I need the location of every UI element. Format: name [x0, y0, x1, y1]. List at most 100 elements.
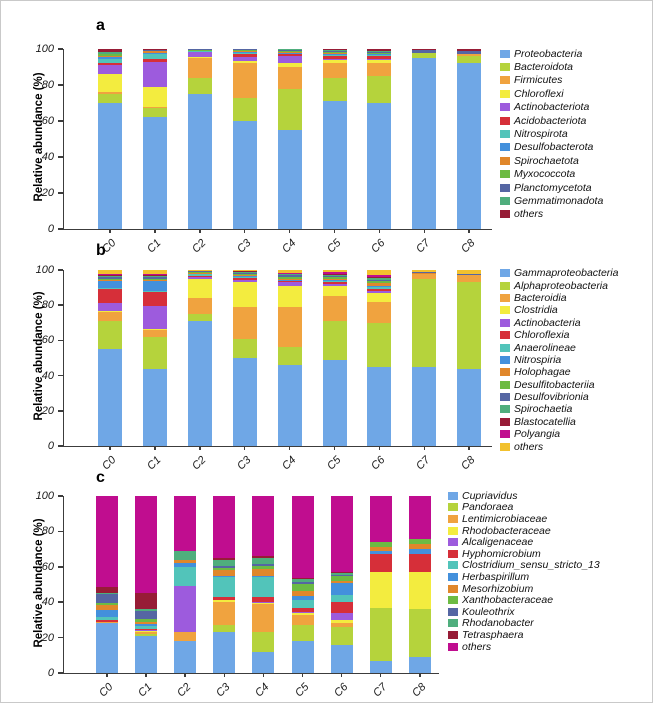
bar-c8 [409, 496, 431, 673]
legend-item-Nitrospirota: Nitrospirota [500, 127, 603, 140]
segment-Actinobacteriota [98, 65, 122, 74]
segment-others [331, 496, 353, 572]
x-tick-mark [145, 673, 147, 677]
segment-Pandoraea [252, 632, 274, 651]
segment-Clostridia [188, 279, 212, 298]
y-tick-mark [58, 120, 63, 122]
y-tick-label: 40 [42, 370, 54, 382]
segment-Gammaproteobacteria [412, 367, 436, 446]
legend-item-Actinobacteriota: Actinobacteriota [500, 101, 603, 114]
legend-label: Bacteroidia [514, 292, 567, 304]
legend-swatch-icon [500, 294, 510, 302]
legend-swatch-icon [448, 619, 458, 627]
segment-Proteobacteria [412, 58, 436, 229]
legend-swatch-icon [500, 130, 510, 138]
legend-item-Myxococcota: Myxococcota [500, 168, 603, 181]
panel-b-y-axis-title: Relative abundance (%) [33, 266, 45, 446]
x-tick-mark [154, 229, 156, 233]
x-tick-mark [244, 446, 246, 450]
legend-swatch-icon [500, 76, 510, 84]
y-tick-label: 20 [42, 405, 54, 417]
y-tick-mark [58, 637, 63, 639]
segment-Cupriavidus [252, 652, 274, 673]
x-tick-mark [289, 229, 291, 233]
legend-item-Planctomycetota: Planctomycetota [500, 181, 603, 194]
legend-swatch-icon [500, 117, 510, 125]
legend-item-Firmicutes: Firmicutes [500, 74, 603, 87]
segment-Proteobacteria [278, 130, 302, 229]
y-tick-mark [58, 48, 63, 50]
bar-c0 [98, 270, 122, 446]
y-tick-mark [58, 340, 63, 342]
legend-swatch-icon [500, 405, 510, 413]
legend-label: Clostridia [514, 304, 558, 316]
legend-item-Mesorhizobium: Mesorhizobium [448, 583, 600, 595]
legend-label: Spirochaetia [514, 403, 572, 415]
x-tick-label-c8: C8 [445, 237, 478, 270]
segment-Rhodanobacter [174, 551, 196, 560]
segment-Firmicutes [233, 63, 257, 97]
panel-a-label: a [96, 17, 105, 35]
segment-Chloroflexi [98, 74, 122, 92]
bar-c2 [188, 270, 212, 446]
segment-others [292, 496, 314, 577]
segment-Bacteroidota [188, 78, 212, 94]
y-tick-mark [58, 566, 63, 568]
legend-label: Mesorhizobium [462, 583, 533, 595]
segment-Clostridium_sensu_stricto_13 [252, 577, 274, 596]
segment-Rhodobacteraceae [370, 572, 392, 607]
segment-Xanthobacteraceae [292, 584, 314, 591]
legend-item-Rhodobacteraceae: Rhodobacteraceae [448, 525, 600, 537]
x-tick-label-c5: C5 [310, 454, 343, 487]
segment-Bacteroidota [143, 108, 167, 117]
segment-others [135, 496, 157, 593]
x-tick-label-c2: C2 [176, 454, 209, 487]
legend-label: Nitrospiria [514, 354, 561, 366]
legend-swatch-icon [500, 381, 510, 389]
segment-Lentimicrobiaceae [292, 615, 314, 626]
segment-Bacteroidia [188, 298, 212, 314]
segment-Herbaspirillum [96, 610, 118, 617]
legend-label: Holophagae [514, 366, 571, 378]
legend-swatch-icon [500, 90, 510, 98]
segment-Bacteroidota [233, 98, 257, 121]
y-tick-label: 100 [36, 43, 54, 55]
y-tick-mark [58, 156, 63, 158]
segment-Pandoraea [213, 625, 235, 632]
legend-label: Herbaspirillum [462, 571, 529, 583]
y-tick-mark [58, 445, 63, 447]
y-tick-label: 20 [42, 187, 54, 199]
segment-Bacteroidota [278, 89, 302, 130]
x-tick-mark [154, 446, 156, 450]
segment-others [174, 496, 196, 551]
segment-Cupriavidus [174, 641, 196, 673]
x-tick-mark [199, 229, 201, 233]
legend-item-Hyphomicrobium: Hyphomicrobium [448, 548, 600, 560]
segment-Pandoraea [409, 609, 431, 657]
y-tick-mark [58, 304, 63, 306]
segment-Firmicutes [323, 63, 347, 77]
legend-item-Desulfobacterota: Desulfobacterota [500, 141, 603, 154]
segment-others [213, 496, 235, 558]
legend-item-others: others [500, 208, 603, 221]
legend-label: Spirochaetota [514, 155, 579, 167]
legend-swatch-icon [448, 643, 458, 651]
panel-a-y-axis-title: Relative abundance (%) [33, 47, 45, 227]
legend-item-Kouleothrix: Kouleothrix [448, 606, 600, 618]
segment-Cupriavidus [370, 661, 392, 673]
legend-label: Cupriavidus [462, 490, 517, 502]
segment-Gammaproteobacteria [143, 369, 167, 446]
x-tick-label-c8: C8 [445, 454, 478, 487]
segment-Nitrospiria [98, 281, 122, 288]
segment-others [96, 496, 118, 587]
legend-label: Hyphomicrobium [462, 548, 541, 560]
segment-Gammaproteobacteria [188, 321, 212, 446]
y-tick-mark [58, 228, 63, 230]
legend-label: others [514, 208, 543, 220]
segment-Pandoraea [331, 627, 353, 645]
y-tick-label: 60 [42, 115, 54, 127]
segment-Gammaproteobacteria [367, 367, 391, 446]
legend-item-Lentimicrobiaceae: Lentimicrobiaceae [448, 513, 600, 525]
